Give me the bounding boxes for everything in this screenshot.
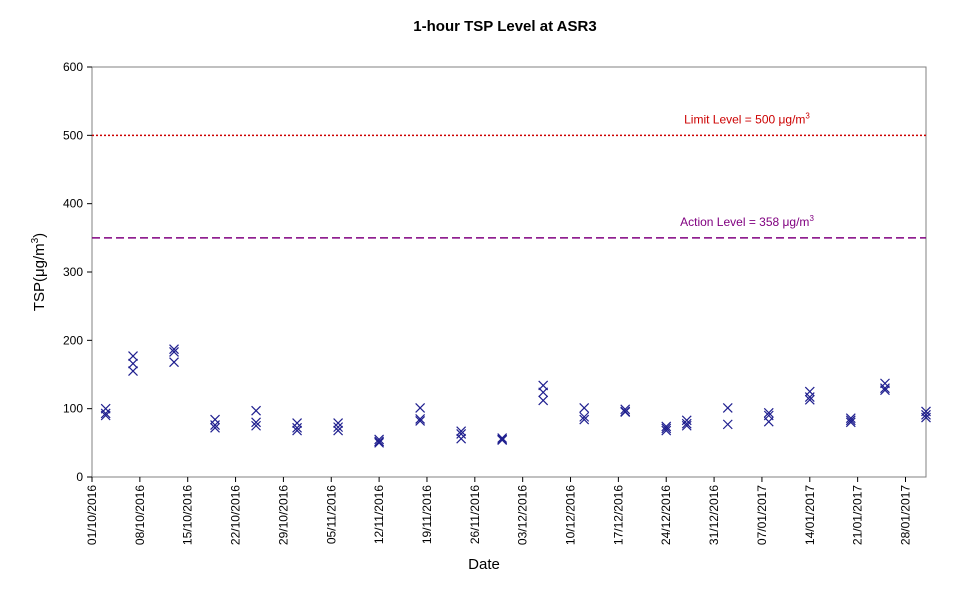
data-point-marker — [921, 412, 931, 423]
x-tick-label: 10/12/2016 — [564, 485, 578, 545]
x-tick-label: 26/11/2016 — [468, 485, 482, 544]
data-point-marker — [169, 347, 179, 357]
ref-label-sup: 3 — [809, 214, 814, 223]
data-point-marker — [128, 351, 138, 361]
data-point-marker — [579, 411, 590, 422]
x-tick-label: 12/11/2016 — [372, 485, 386, 544]
x-tick-label: 19/11/2016 — [420, 485, 434, 544]
ref-label-sup: 3 — [805, 111, 810, 120]
data-point-marker — [804, 392, 815, 402]
data-point-marker — [128, 358, 138, 369]
y-tick-label: 200 — [63, 333, 83, 347]
data-point-marker — [415, 403, 426, 413]
data-point-marker — [880, 385, 890, 396]
x-tick-label: 08/10/2016 — [133, 485, 147, 545]
data-points — [100, 344, 931, 448]
data-point-marker — [333, 418, 344, 428]
y-axis-label-main: TSP(μg/m — [31, 243, 48, 311]
data-point-marker — [497, 433, 508, 443]
data-point-marker — [845, 413, 856, 424]
data-point-marker — [661, 423, 672, 434]
data-point-marker — [456, 433, 467, 444]
y-axis: 0 100 200 300 400 500 600 — [63, 60, 92, 484]
data-point-marker — [169, 357, 179, 368]
data-point-marker — [169, 344, 179, 355]
data-point-marker — [845, 415, 856, 426]
data-point-marker — [333, 425, 344, 436]
data-point-marker — [763, 407, 774, 418]
data-point-marker — [661, 425, 672, 436]
data-point-marker — [415, 413, 426, 424]
data-point-marker — [845, 417, 856, 428]
data-point-marker — [251, 417, 261, 428]
x-tick-label: 07/01/2017 — [755, 485, 769, 545]
data-point-marker — [538, 387, 549, 398]
y-tick-label: 500 — [63, 128, 83, 142]
data-point-marker — [456, 429, 467, 439]
x-tick-label: 28/01/2017 — [898, 485, 912, 545]
data-point-marker — [374, 436, 385, 447]
chart-title: 1-hour TSP Level at ASR3 — [413, 18, 596, 35]
data-point-marker — [333, 422, 344, 433]
x-tick-label: 01/10/2016 — [85, 485, 99, 545]
data-point-marker — [921, 409, 931, 420]
data-point-marker — [681, 420, 692, 431]
y-tick-label: 600 — [63, 60, 83, 74]
data-point-marker — [292, 425, 303, 436]
data-point-marker — [456, 426, 467, 437]
x-tick-label: 31/12/2016 — [707, 485, 721, 545]
data-point-marker — [661, 421, 672, 432]
data-point-marker — [251, 405, 261, 416]
x-tick-label: 14/01/2017 — [803, 485, 817, 545]
data-point-marker — [880, 383, 890, 394]
y-tick-label: 100 — [63, 402, 83, 416]
x-tick-label: 24/12/2016 — [659, 485, 673, 545]
data-point-marker — [538, 395, 549, 406]
action-level-label: Action Level = 358 μg/m3 — [680, 214, 814, 229]
data-point-marker — [722, 403, 733, 413]
x-tick-label: 05/11/2016 — [324, 485, 338, 544]
ref-label-main: Limit Level = 500 μg/m — [684, 112, 805, 126]
x-axis-label: Date — [468, 556, 500, 573]
data-point-marker — [100, 408, 111, 419]
x-tick-label: 21/01/2017 — [851, 485, 865, 545]
limit-level-label: Limit Level = 500 μg/m3 — [684, 111, 810, 126]
data-point-marker — [415, 416, 426, 426]
data-point-marker — [620, 404, 631, 415]
x-axis: 01/10/2016 08/10/2016 15/10/2016 22/10/2016… — [85, 477, 912, 545]
data-point-marker — [128, 366, 138, 377]
data-point-marker — [210, 422, 220, 433]
y-tick-label: 400 — [63, 197, 83, 211]
data-point-marker — [100, 410, 111, 421]
data-point-marker — [374, 434, 385, 445]
data-point-marker — [620, 407, 631, 418]
data-point-marker — [722, 419, 733, 430]
y-axis-label: TSP(μg/m3) — [30, 233, 48, 311]
plot-area — [91, 66, 927, 478]
data-point-marker — [497, 435, 508, 446]
ref-label-main: Action Level = 358 μg/m — [680, 215, 809, 229]
data-point-marker — [292, 422, 303, 433]
data-point-marker — [374, 437, 385, 448]
data-point-marker — [251, 420, 261, 431]
x-tick-label: 29/10/2016 — [276, 485, 290, 545]
x-tick-label: 15/10/2016 — [181, 485, 195, 545]
data-point-marker — [292, 418, 303, 428]
x-tick-label: 17/12/2016 — [611, 485, 625, 545]
x-tick-label: 22/10/2016 — [229, 485, 243, 545]
data-point-marker — [804, 394, 815, 405]
data-point-marker — [763, 416, 774, 427]
data-point-marker — [681, 418, 692, 429]
x-tick-label: 03/12/2016 — [516, 485, 530, 545]
y-axis-label-tail: ) — [31, 233, 48, 238]
y-axis-label-sup: 3 — [30, 237, 41, 243]
data-point-marker — [210, 420, 220, 430]
y-tick-label: 300 — [63, 265, 83, 279]
data-point-marker — [579, 403, 590, 413]
data-point-marker — [579, 414, 590, 425]
y-tick-label: 0 — [76, 470, 83, 484]
